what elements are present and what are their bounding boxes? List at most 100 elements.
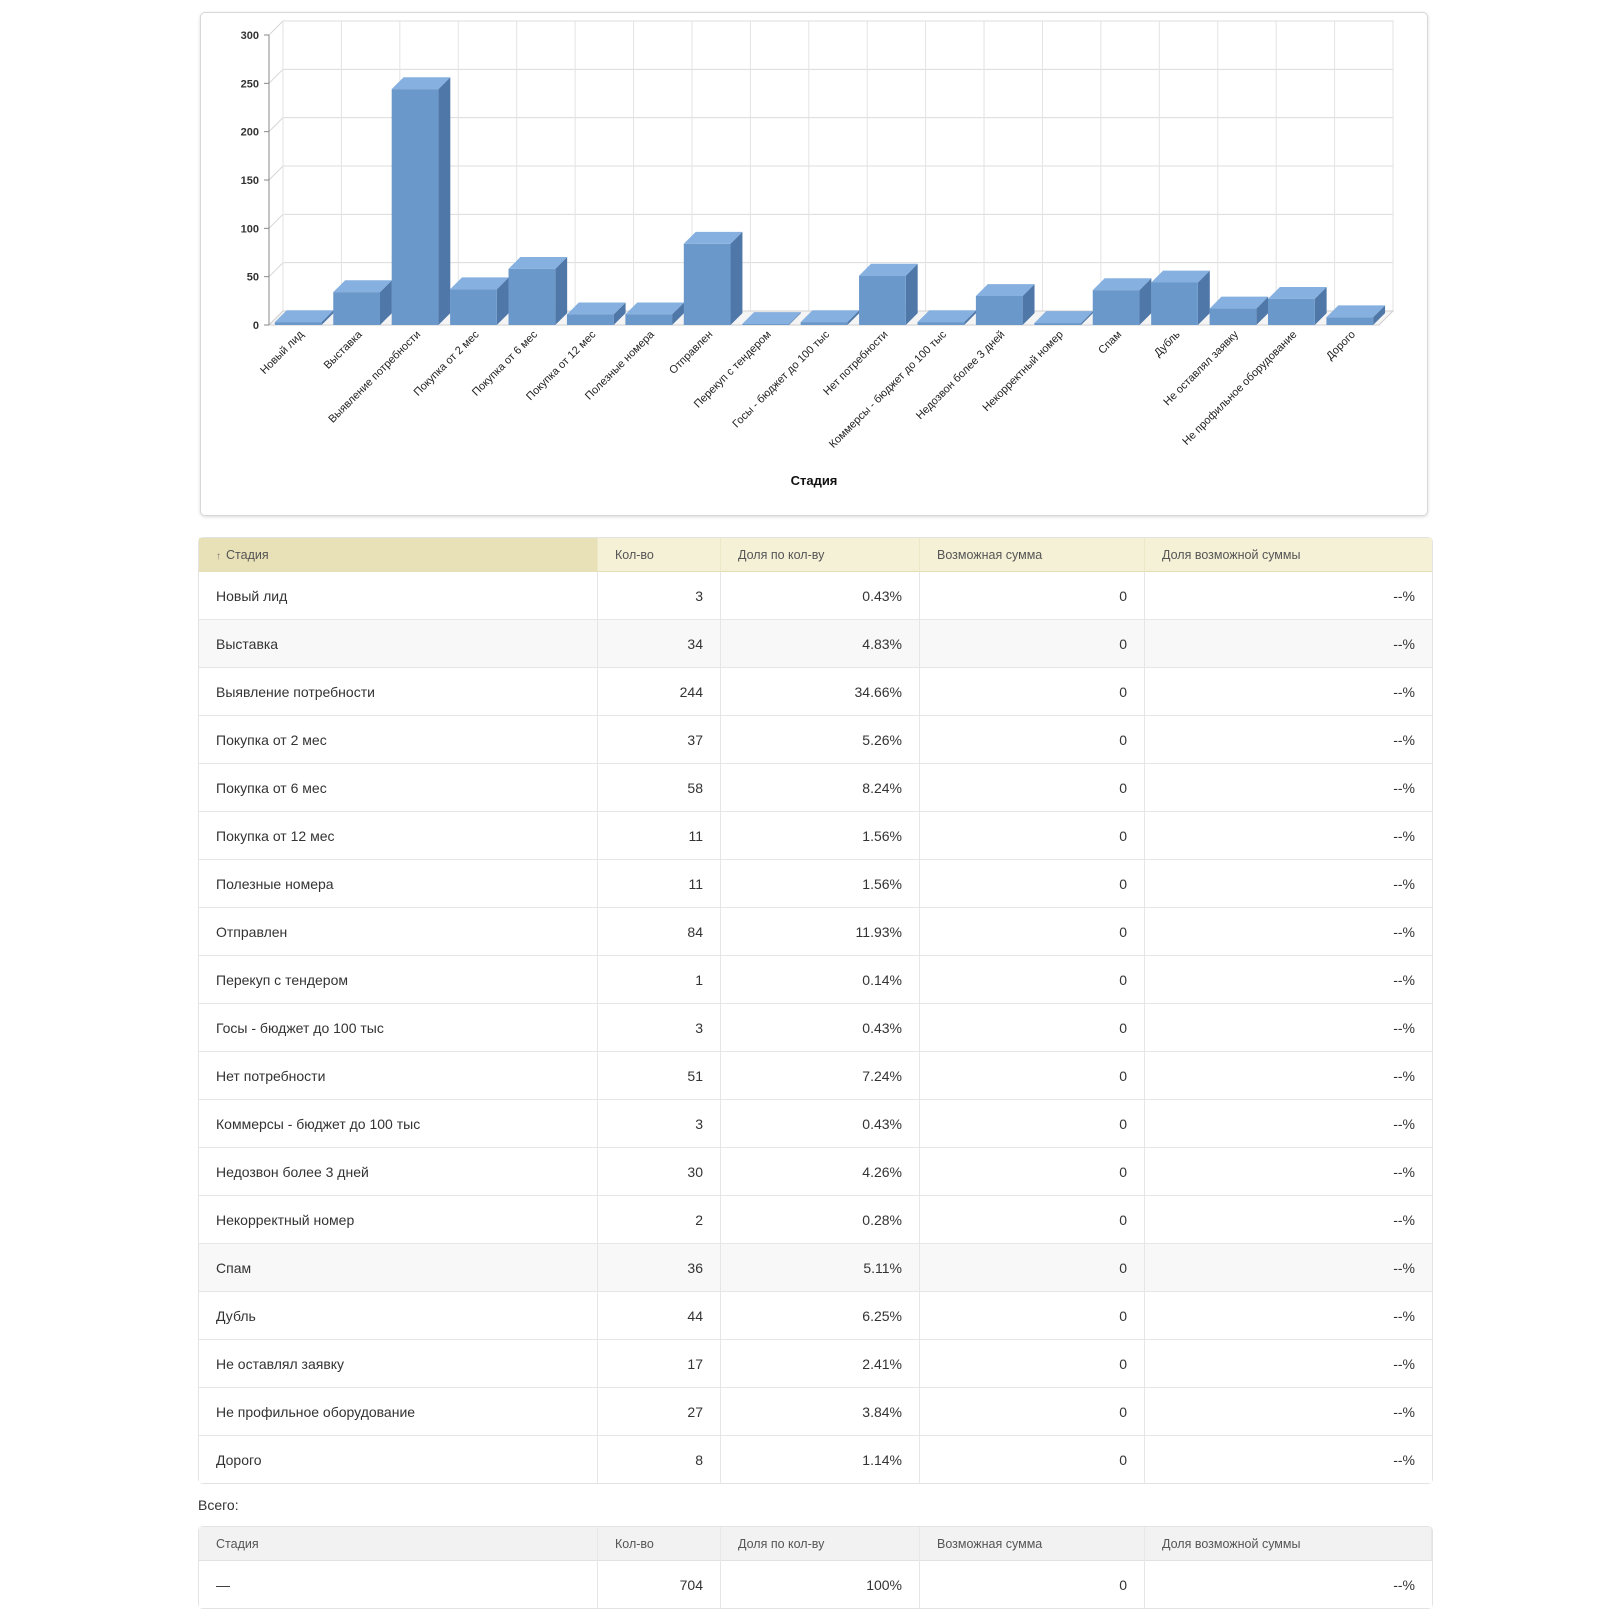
bar[interactable] (859, 263, 918, 325)
table-row[interactable]: Покупка от 6 мес 58 8.24% 0 --% (199, 763, 1432, 811)
bar-top (975, 284, 1035, 296)
bar-side (730, 231, 743, 325)
y-tick-label: 100 (241, 223, 259, 235)
bar[interactable] (450, 277, 509, 325)
bar-top (566, 302, 626, 315)
stage-cell: Покупка от 12 мес (199, 811, 598, 859)
gridline-side (268, 117, 284, 133)
count-cell: 58 (598, 763, 721, 811)
bar-side (788, 312, 801, 325)
bar-front (800, 322, 848, 325)
bar-top (683, 231, 743, 244)
bar[interactable] (1326, 305, 1386, 325)
table-row[interactable]: Некорректный номер 2 0.28% 0 --% (199, 1195, 1432, 1243)
sum-cell: 0 (920, 859, 1145, 907)
table-row[interactable]: Недозвон более 3 дней 30 4.26% 0 --% (199, 1147, 1432, 1195)
count-cell: 3 (598, 572, 721, 619)
column-header-share-sum[interactable]: Доля возможной суммы (1145, 538, 1432, 572)
stage-cell: Не оставлял заявку (199, 1339, 598, 1387)
bar-front (1092, 290, 1140, 325)
gridline-side (268, 213, 284, 229)
column-header-share-count[interactable]: Доля по кол-ву (721, 538, 920, 572)
bar-top (859, 263, 918, 276)
totals-share-cell: 100% (721, 1561, 920, 1608)
bar[interactable] (508, 257, 568, 325)
share-cell: 0.43% (721, 1003, 920, 1051)
sum-cell: 0 (920, 715, 1145, 763)
table-row[interactable]: Не оставлял заявку 17 2.41% 0 --% (199, 1339, 1432, 1387)
table-row[interactable]: Полезные номера 11 1.56% 0 --% (199, 859, 1432, 907)
bar[interactable] (1209, 296, 1269, 325)
bar-front (683, 243, 731, 325)
y-tick-label: 250 (241, 78, 259, 90)
column-header-count[interactable]: Кол-во (598, 538, 721, 572)
table-row[interactable]: Не профильное оборудование 27 3.84% 0 --% (199, 1387, 1432, 1435)
count-cell: 30 (598, 1147, 721, 1195)
bar-front (566, 314, 614, 325)
stage-cell: Не профильное оборудование (199, 1387, 598, 1435)
table-row[interactable]: Дорого 8 1.14% 0 --% (199, 1435, 1432, 1483)
table-row[interactable]: Перекуп с тендером 1 0.14% 0 --% (199, 955, 1432, 1003)
count-cell: 3 (598, 1003, 721, 1051)
bar[interactable] (625, 302, 685, 325)
count-cell: 44 (598, 1291, 721, 1339)
bar[interactable] (800, 310, 860, 325)
count-cell: 34 (598, 619, 721, 667)
stage-cell: Некорректный номер (199, 1195, 598, 1243)
bar[interactable] (917, 310, 977, 325)
totals-header-stage: Стадия (199, 1527, 598, 1561)
totals-header-share-sum: Доля возможной суммы (1145, 1527, 1432, 1561)
table-row[interactable]: Спам 36 5.11% 0 --% (199, 1243, 1432, 1291)
bar-front (625, 314, 673, 325)
count-cell: 1 (598, 955, 721, 1003)
bar[interactable] (975, 284, 1035, 325)
stage-cell: Коммерсы - бюджет до 100 тыс (199, 1099, 598, 1147)
bar-front (333, 292, 380, 325)
column-header-stage[interactable]: ↑ Стадия (199, 538, 598, 572)
table-row[interactable]: Покупка от 12 мес 11 1.56% 0 --% (199, 811, 1432, 859)
y-tick-label: 150 (241, 175, 259, 187)
share-sum-cell: --% (1145, 1291, 1432, 1339)
table-row[interactable]: Госы - бюджет до 100 тыс 3 0.43% 0 --% (199, 1003, 1432, 1051)
count-cell: 84 (598, 907, 721, 955)
column-header-possible-sum[interactable]: Возможная сумма (920, 538, 1145, 572)
x-tick-label: Дорого (1324, 329, 1358, 363)
totals-table: Стадия Кол-во Доля по кол-ву Возможная с… (198, 1526, 1433, 1609)
bar-top (1151, 270, 1210, 283)
table-row[interactable]: Отправлен 84 11.93% 0 --% (199, 907, 1432, 955)
sum-cell: 0 (920, 955, 1145, 1003)
table-row[interactable]: Дубль 44 6.25% 0 --% (199, 1291, 1432, 1339)
share-cell: 3.84% (721, 1387, 920, 1435)
share-cell: 8.24% (721, 763, 920, 811)
bar[interactable] (1268, 287, 1327, 325)
bar-top (742, 312, 801, 325)
bar[interactable] (1151, 270, 1210, 325)
bar[interactable] (1092, 278, 1152, 325)
bar-front (274, 322, 322, 325)
bar[interactable] (742, 312, 801, 325)
table-row[interactable]: Покупка от 2 мес 37 5.26% 0 --% (199, 715, 1432, 763)
bar[interactable] (1034, 311, 1093, 325)
stage-cell: Спам (199, 1243, 598, 1291)
bar-top (391, 77, 451, 90)
bar-side (1022, 284, 1035, 325)
share-cell: 1.56% (721, 811, 920, 859)
totals-stage-cell: — (199, 1561, 598, 1608)
y-tick-label: 300 (241, 30, 259, 42)
table-row[interactable]: Новый лид 3 0.43% 0 --% (199, 572, 1432, 619)
table-row[interactable]: Коммерсы - бюджет до 100 тыс 3 0.43% 0 --% (199, 1099, 1432, 1147)
bar[interactable] (333, 280, 392, 325)
bar[interactable] (274, 310, 334, 325)
sum-cell: 0 (920, 1003, 1145, 1051)
table-row[interactable]: Выявление потребности 244 34.66% 0 --% (199, 667, 1432, 715)
table-row[interactable]: Выставка 34 4.83% 0 --% (199, 619, 1432, 667)
bar[interactable] (683, 231, 743, 325)
table-row[interactable]: Нет потребности 51 7.24% 0 --% (199, 1051, 1432, 1099)
bar[interactable] (566, 302, 626, 325)
bar[interactable] (391, 77, 451, 325)
bar-front (508, 268, 556, 325)
stage-report-table: ↑ Стадия Кол-во Доля по кол-ву Возможная … (198, 537, 1433, 1484)
y-tick-label: 200 (241, 127, 259, 139)
stage-cell: Отправлен (199, 907, 598, 955)
